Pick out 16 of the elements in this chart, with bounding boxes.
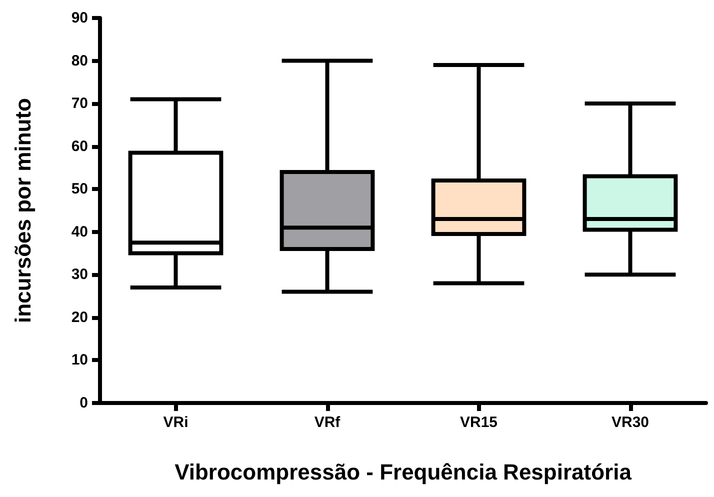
y-tick-label: 90: [71, 10, 88, 26]
y-tick-label: 0: [80, 394, 88, 412]
x-tick-label: VR15: [460, 414, 498, 431]
y-axis-title: incursões por minuto: [10, 98, 36, 323]
y-tick-label: 40: [71, 223, 88, 240]
y-tick-label: 20: [71, 308, 88, 326]
y-tick-label: 70: [71, 95, 88, 112]
y-tick-label: 60: [71, 138, 88, 155]
y-tick-label: 50: [71, 180, 88, 198]
x-tick-label: VR30: [611, 414, 650, 431]
x-tick-label: VRf: [314, 414, 342, 431]
x-axis-title: Vibrocompressão - Frequência Respiratória: [174, 460, 632, 484]
x-tick-label: VRi: [163, 414, 188, 431]
y-tick-label: 10: [71, 352, 88, 369]
y-tick-label: 80: [71, 52, 88, 70]
y-tick-label: 30: [71, 266, 88, 284]
